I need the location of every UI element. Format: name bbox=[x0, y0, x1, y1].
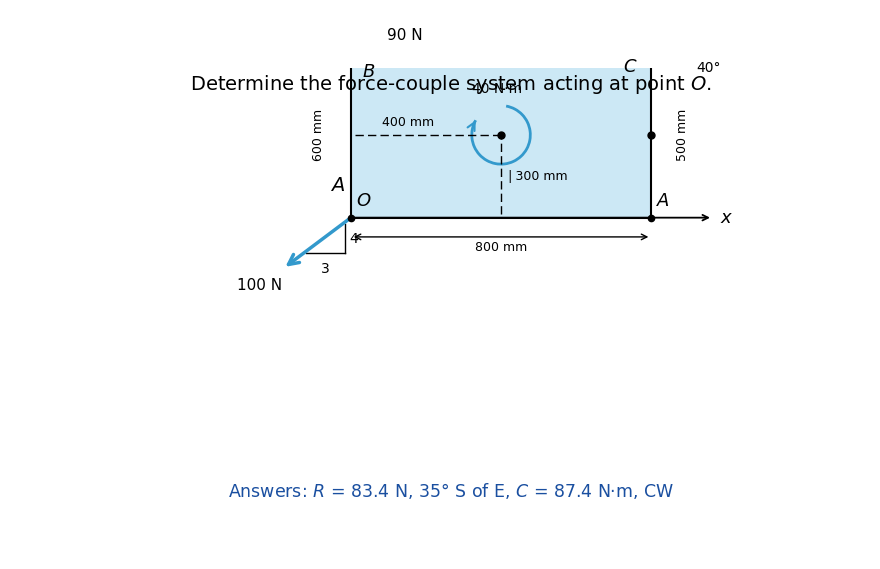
Text: ❘300 mm: ❘300 mm bbox=[505, 170, 568, 183]
Text: 500 mm: 500 mm bbox=[676, 109, 689, 161]
Text: $C$: $C$ bbox=[623, 58, 637, 76]
Text: 90 N: 90 N bbox=[387, 28, 422, 43]
Text: Determine the force-couple system acting at point $\mathit{O}$.: Determine the force-couple system acting… bbox=[190, 73, 712, 96]
Text: 4: 4 bbox=[349, 232, 358, 246]
Polygon shape bbox=[351, 52, 651, 218]
Text: $A$: $A$ bbox=[329, 176, 345, 195]
Text: $B$: $B$ bbox=[362, 63, 375, 81]
Text: 100 N: 100 N bbox=[238, 278, 282, 292]
Text: Answers: $R$ = 83.4 N, 35° S of E, $C$ = 87.4 N·m, CW: Answers: $R$ = 83.4 N, 35° S of E, $C$ =… bbox=[228, 481, 674, 501]
Text: 800 mm: 800 mm bbox=[475, 241, 527, 254]
Text: 40 N·m: 40 N·m bbox=[473, 83, 522, 96]
Text: 3: 3 bbox=[321, 262, 330, 277]
Text: 40°: 40° bbox=[696, 61, 721, 75]
Text: 400 mm: 400 mm bbox=[382, 117, 434, 130]
Text: $O$: $O$ bbox=[356, 192, 371, 210]
Text: x: x bbox=[721, 209, 731, 226]
Text: $A$: $A$ bbox=[656, 192, 670, 210]
Text: 600 mm: 600 mm bbox=[312, 109, 325, 161]
